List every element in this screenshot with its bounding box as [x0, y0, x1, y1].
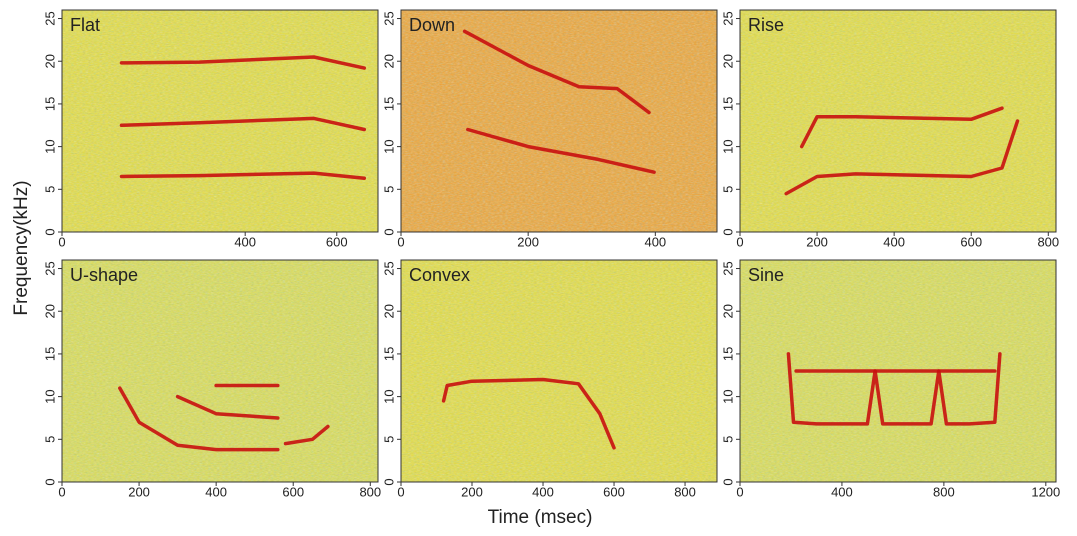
panel-title: Sine [748, 265, 784, 285]
contour [441, 377, 616, 450]
x-axis-label: Time (msec) [488, 507, 593, 528]
contour [119, 171, 367, 180]
panel: 0 200 400 600 800 0 5 10 15 20 25 Convex [381, 259, 718, 499]
y-tick-label: 25 [720, 261, 735, 275]
y-tick-label: 10 [381, 389, 396, 403]
y-tick-label: 5 [720, 186, 735, 193]
x-tick-label: 0 [397, 484, 404, 499]
x-tick-label: 600 [960, 234, 982, 249]
panel-title: Flat [70, 15, 100, 35]
y-tick-label: 0 [720, 478, 735, 485]
spectrogram-noise [401, 10, 717, 232]
y-tick-label: 10 [42, 139, 57, 153]
y-tick-label: 0 [720, 228, 735, 235]
spectrogram-noise [62, 260, 378, 482]
panel: 0 400 600 0 5 10 15 20 25 Flat [42, 9, 379, 249]
plot-frame [739, 259, 1057, 483]
x-tick-label: 400 [883, 234, 905, 249]
y-tick-label: 25 [381, 261, 396, 275]
x-tick-label: 0 [736, 234, 743, 249]
plot-frame [61, 9, 379, 233]
y-tick-label: 25 [42, 11, 57, 25]
contour [786, 352, 1002, 426]
x-tick-label: 600 [282, 484, 304, 499]
y-tick-label: 15 [381, 97, 396, 111]
contour [283, 424, 330, 446]
y-tick-label: 5 [381, 186, 396, 193]
y-tick-label: 10 [720, 389, 735, 403]
y-tick-label: 15 [381, 347, 396, 361]
x-tick-label: 200 [461, 484, 483, 499]
y-tick-label: 0 [381, 228, 396, 235]
y-tick-label: 20 [42, 304, 57, 318]
x-tick-label: 400 [532, 484, 554, 499]
contour [119, 55, 367, 70]
x-tick-label: 400 [234, 234, 256, 249]
x-tick-label: 400 [831, 484, 853, 499]
x-tick-label: 800 [1037, 234, 1059, 249]
x-tick-label: 0 [397, 234, 404, 249]
contour [118, 386, 280, 452]
y-tick-label: 15 [42, 97, 57, 111]
x-tick-label: 800 [359, 484, 381, 499]
panel: 0 200 400 600 800 0 5 10 15 20 25 Rise [720, 9, 1059, 249]
x-tick-label: 400 [644, 234, 666, 249]
contour [466, 127, 656, 174]
contour [799, 106, 1004, 149]
y-tick-label: 5 [381, 436, 396, 443]
y-tick-label: 15 [42, 347, 57, 361]
panel: 0 400 800 1200 0 5 10 15 20 25 Sine [720, 259, 1060, 499]
plot-frame [739, 9, 1057, 233]
x-tick-label: 0 [58, 484, 65, 499]
panel: 0 200 400 0 5 10 15 20 25 Down [381, 9, 718, 249]
x-tick-label: 200 [128, 484, 150, 499]
y-tick-label: 25 [720, 11, 735, 25]
x-tick-label: 400 [205, 484, 227, 499]
y-tick-label: 20 [381, 304, 396, 318]
contour [462, 29, 651, 115]
plot-frame [400, 259, 718, 483]
y-tick-label: 20 [381, 54, 396, 68]
y-tick-label: 0 [42, 228, 57, 235]
panel-title: U-shape [70, 265, 138, 285]
y-axis-label: Frequency(kHz) [11, 180, 32, 315]
plot-frame [400, 9, 718, 233]
y-tick-label: 15 [720, 97, 735, 111]
panel-title: Convex [409, 265, 470, 285]
y-tick-label: 20 [42, 54, 57, 68]
x-tick-label: 200 [517, 234, 539, 249]
x-tick-label: 600 [326, 234, 348, 249]
spectrogram-noise [740, 10, 1056, 232]
x-tick-label: 0 [736, 484, 743, 499]
contour [175, 394, 280, 420]
y-tick-label: 20 [720, 304, 735, 318]
panel: 0 200 400 600 800 0 5 10 15 20 25 U-shape [42, 259, 381, 499]
y-tick-label: 10 [720, 139, 735, 153]
y-tick-label: 5 [42, 436, 57, 443]
y-tick-label: 15 [720, 347, 735, 361]
x-tick-label: 200 [806, 234, 828, 249]
y-tick-label: 25 [381, 11, 396, 25]
spectrogram-noise [401, 260, 717, 482]
y-tick-label: 20 [720, 54, 735, 68]
y-tick-label: 0 [381, 478, 396, 485]
x-tick-label: 800 [933, 484, 955, 499]
x-tick-label: 0 [58, 234, 65, 249]
y-tick-label: 5 [720, 436, 735, 443]
y-tick-label: 0 [42, 478, 57, 485]
contour [119, 116, 367, 132]
x-tick-label: 800 [674, 484, 696, 499]
x-tick-label: 1200 [1031, 484, 1060, 499]
panel-title: Down [409, 15, 455, 35]
panel-title: Rise [748, 15, 784, 35]
y-tick-label: 5 [42, 186, 57, 193]
x-tick-label: 600 [603, 484, 625, 499]
contour [784, 119, 1020, 196]
plot-frame [61, 259, 379, 483]
y-tick-label: 25 [42, 261, 57, 275]
y-tick-label: 10 [42, 389, 57, 403]
y-tick-label: 10 [381, 139, 396, 153]
